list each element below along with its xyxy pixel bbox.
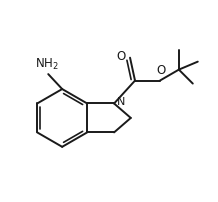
Text: NH$_2$: NH$_2$ bbox=[35, 57, 59, 72]
Text: N: N bbox=[116, 98, 125, 107]
Text: O: O bbox=[116, 50, 126, 63]
Text: O: O bbox=[156, 64, 165, 77]
